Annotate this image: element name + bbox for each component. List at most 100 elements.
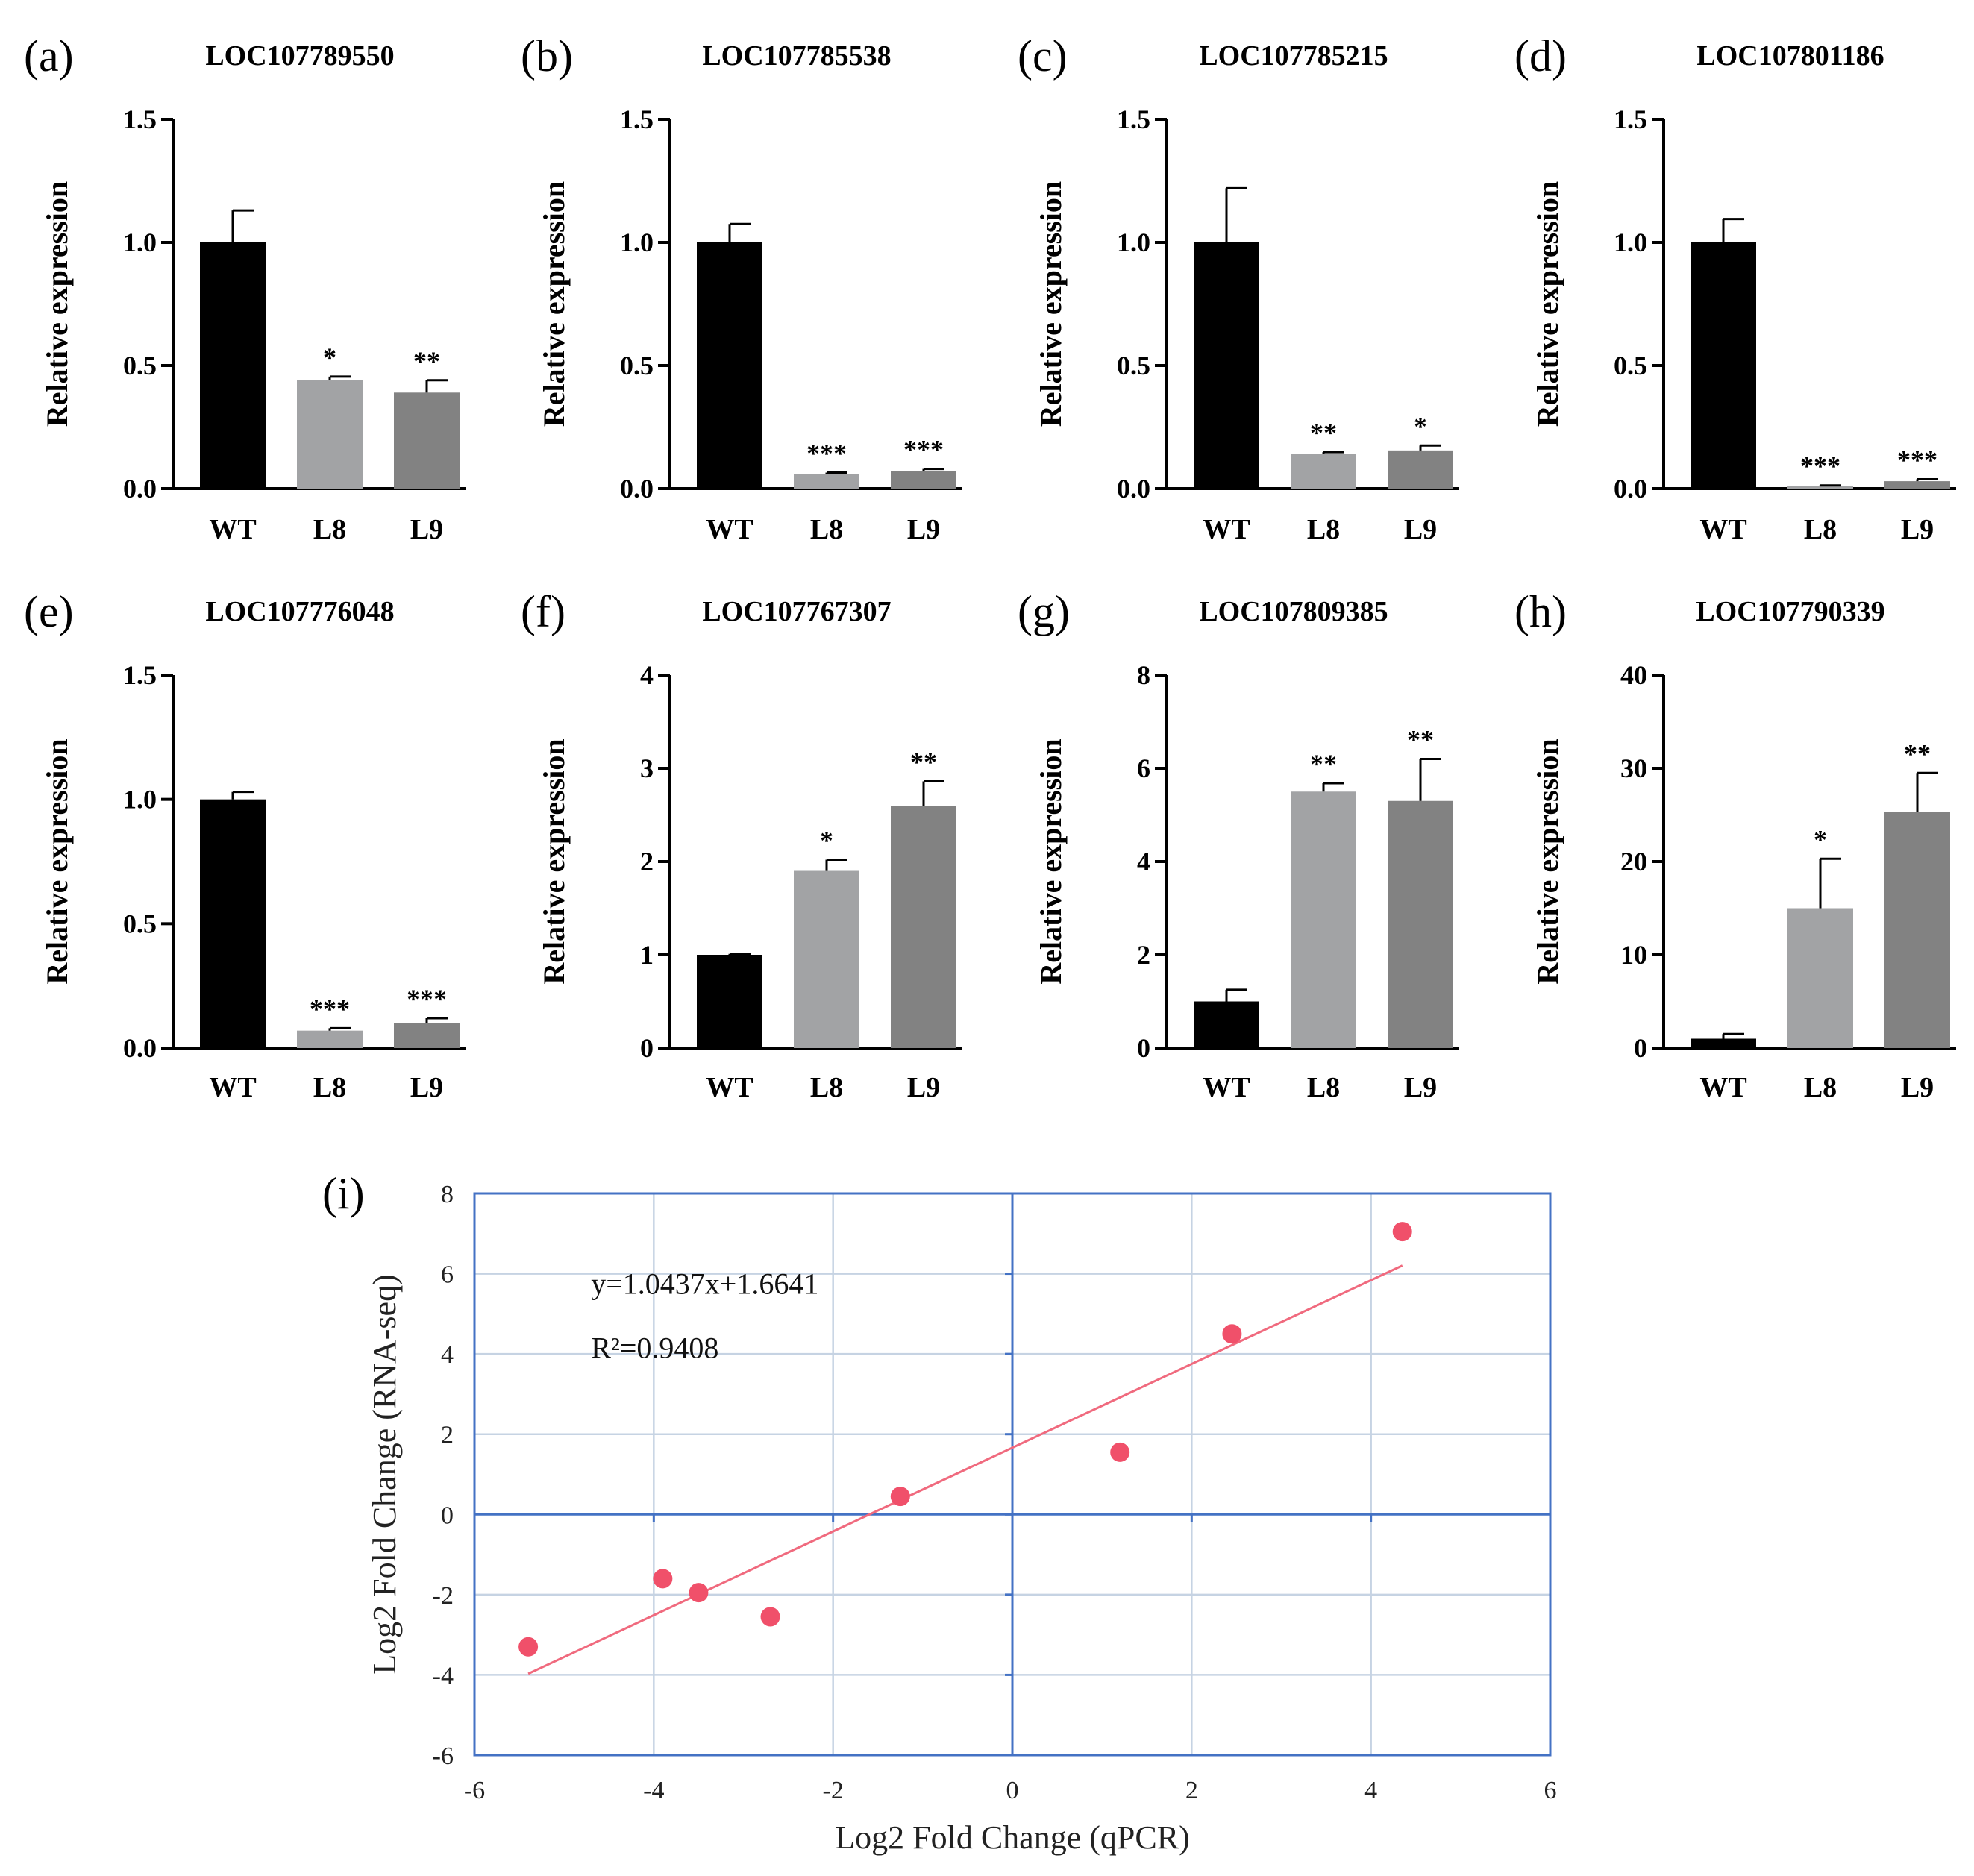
y-axis-label: Relative expression [1531,181,1564,427]
bar-l8 [794,870,859,1048]
significance-marker: ** [413,346,440,376]
y-tick-label: 1 [640,940,654,970]
x-tick-label: L9 [410,1072,443,1103]
bar-wt [1194,242,1259,489]
x-tick-label: L9 [1901,1072,1934,1103]
x-tick-label: WT [1203,1072,1250,1103]
y-tick-label: 0.0 [123,1033,157,1063]
x-tick-label: L9 [1404,514,1437,545]
x-tick-label: WT [1699,1072,1746,1103]
trendline [527,1264,1403,1675]
scatter-point [760,1607,780,1627]
y-tick-label: 4 [441,1341,454,1369]
y-tick-label: -4 [433,1662,454,1690]
bar-wt [200,242,266,489]
significance-marker: * [820,826,833,856]
y-tick-label: 1.0 [123,228,157,257]
bar-l8 [794,474,859,489]
scatter-panel-i: (i) -6 -4 -2 0 2 4 6 -6 -4 -2 0 2 4 6 8 Log2 Fold Change… [322,1169,1557,1856]
y-axis-label: Relative expression [537,738,571,984]
x-tick-label: L8 [810,1072,843,1103]
significance-marker: ** [1310,418,1337,448]
x-tick-label: -6 [464,1777,485,1804]
bar-l9 [1884,812,1950,1048]
y-tick-label: -6 [433,1742,454,1770]
x-axis-label: Log2 Fold Change (qPCR) [835,1819,1189,1856]
x-tick-label: L9 [907,514,940,545]
y-tick-label: 8 [1137,660,1150,690]
y-tick-label: 0.0 [620,474,654,503]
bar-l8 [1787,908,1853,1048]
bar-panel-b: (b) LOC107785538 Relative expression 0.0 0.5… [521,31,962,545]
y-tick-label: 0.5 [123,351,157,380]
bar-l9 [1884,481,1950,489]
y-tick-label: -2 [433,1582,454,1610]
y-axis-label: Relative expression [1531,738,1564,984]
scatter-point [1110,1442,1130,1462]
panel-letter: (g) [1018,587,1070,636]
scatter-point [518,1637,539,1657]
y-tick-label: 2 [1137,940,1150,970]
significance-marker: * [1814,824,1827,854]
significance-marker: ** [1904,738,1931,768]
y-tick-label: 0.0 [123,474,157,503]
x-tick-label: WT [1699,514,1746,545]
scatter-point [1222,1324,1242,1344]
bar-panel-c: (c) LOC107785215 Relative expression 0.0 0.5… [1018,31,1459,545]
panel-letter: (b) [521,31,573,81]
significance-marker: *** [310,994,350,1023]
bar-l9 [1388,800,1453,1048]
y-tick-label: 0 [441,1502,454,1529]
y-tick-label: 2 [640,847,654,876]
scatter-point [689,1583,709,1603]
scatter-point [1392,1222,1412,1242]
y-tick-label: 0.5 [1614,351,1647,380]
x-tick-label: WT [209,1072,256,1103]
y-tick-label: 40 [1620,660,1647,690]
bar-l9 [1388,450,1453,489]
bar-l8 [1787,486,1853,489]
r-squared: R²=0.9408 [591,1331,718,1365]
y-tick-label: 1.5 [123,660,157,690]
panel-title: LOC107790339 [1696,596,1884,627]
y-tick-label: 30 [1620,753,1647,783]
y-tick-label: 6 [441,1261,454,1289]
bar-l9 [891,806,956,1048]
bar-wt [1194,1001,1259,1048]
y-tick-label: 10 [1620,940,1647,970]
scatter-point [890,1487,910,1507]
y-tick-label: 1.0 [1117,228,1150,257]
y-tick-label: 1.5 [123,104,157,134]
scatter-point [653,1569,673,1589]
bar-panel-d: (d) LOC107801186 Relative expression 0.0 0.5… [1514,31,1956,545]
y-tick-label: 8 [441,1181,454,1208]
x-tick-label: WT [209,514,256,545]
panel-title: LOC107785215 [1199,40,1388,72]
bar-panel-e: (e) LOC107776048 Relative expression 0.0 0.5… [24,587,466,1103]
y-tick-label: 1.5 [1614,104,1647,134]
x-tick-label: L9 [1901,514,1934,545]
y-axis-label: Relative expression [1034,738,1068,984]
y-tick-label: 0.5 [123,909,157,938]
y-tick-label: 1.0 [123,785,157,815]
bar-wt [697,242,762,489]
bar-panel-f: (f) LOC107767307 Relative expression 0 1 2 3 4 W… [521,587,962,1103]
x-tick-label: WT [706,514,753,545]
significance-marker: ** [1407,725,1434,755]
y-axis-label: Relative expression [40,738,74,984]
bar-panel-g: (g) LOC107809385 Relative expression 0 2 4 6 8 W… [1018,587,1459,1103]
y-tick-label: 4 [640,660,654,690]
x-tick-label: L8 [1307,514,1340,545]
panel-letter: (e) [24,587,74,636]
panel-title: LOC107767307 [702,596,891,627]
y-tick-label: 20 [1620,847,1647,876]
x-tick-label: L8 [313,1072,346,1103]
bar-wt [1691,242,1756,489]
bar-panel-a: (a) LOC107789550 Relative expression 0.0 0.5… [24,31,466,545]
significance-marker: *** [903,435,944,465]
panel-title: LOC107785538 [702,40,891,72]
y-tick-label: 1.0 [1614,228,1647,257]
panel-title: LOC107776048 [205,596,394,627]
y-axis-label: Relative expression [40,181,74,427]
